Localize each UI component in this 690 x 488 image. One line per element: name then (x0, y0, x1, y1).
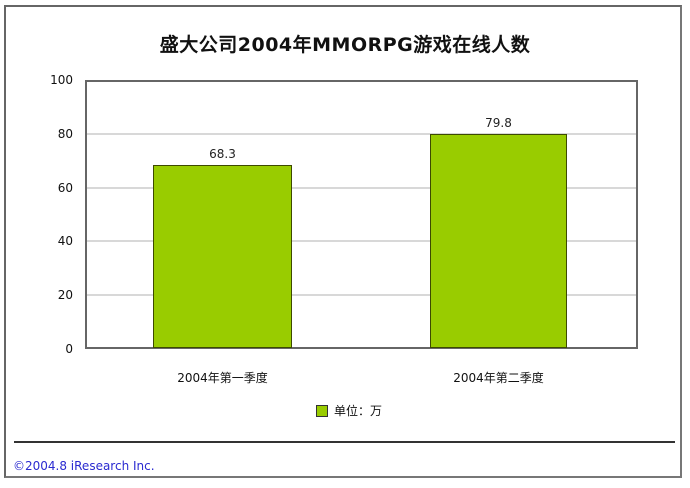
copyright-text: ©2004.8 iResearch Inc. (13, 459, 155, 473)
y-tick-label: 40 (57, 234, 73, 249)
legend-swatch-icon (316, 404, 328, 417)
bar (430, 134, 567, 348)
y-tick-label: 100 (50, 73, 73, 87)
y-tick-label: 20 (57, 288, 73, 303)
y-tick-label: 80 (57, 126, 73, 141)
y-tick-label: 0 (65, 342, 73, 356)
bar (153, 165, 292, 348)
gridline (87, 240, 636, 243)
gridline (87, 294, 636, 297)
x-category-label: 2004年第二季度 (453, 371, 544, 385)
gridline (87, 132, 636, 135)
x-category-label: 2004年第一季度 (177, 371, 268, 385)
chart-title: 盛大公司2004年MMORPG游戏在线人数 (159, 34, 531, 56)
footer-divider (14, 441, 675, 443)
bar-value-label: 79.8 (485, 116, 512, 131)
y-tick-label: 60 (57, 180, 73, 195)
gridline (87, 186, 636, 189)
legend-label: 单位：万 (334, 404, 383, 418)
legend: 单位：万 (316, 402, 382, 419)
bar-value-label: 68.3 (209, 147, 236, 162)
